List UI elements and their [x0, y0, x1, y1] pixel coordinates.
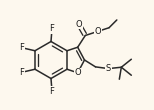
Text: S: S	[106, 64, 111, 73]
Text: F: F	[20, 43, 24, 52]
Text: O: O	[75, 20, 82, 29]
Text: O: O	[74, 68, 81, 77]
Text: F: F	[50, 87, 54, 96]
Text: F: F	[50, 24, 54, 33]
Text: F: F	[20, 68, 24, 77]
Text: O: O	[94, 27, 101, 36]
